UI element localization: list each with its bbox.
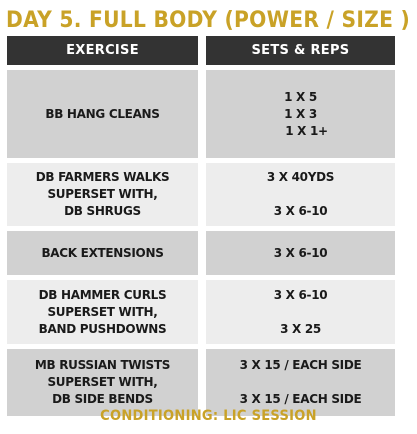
exercise-cell: BB HANG CLEANS — [7, 70, 198, 158]
sets-reps-value: 3 X 6-10 — [273, 287, 328, 302]
exercise-column-header: EXERCISE — [7, 36, 198, 65]
sets-reps-value: 3 X 40YDS — [266, 170, 335, 184]
exercise-name: DB FARMERS WALKS — [35, 170, 170, 184]
exercise-cell: DB FARMERS WALKS SUPERSET WITH, DB SHRUG… — [7, 163, 198, 226]
sets-reps-cell: 3 X 15 / EACH SIDE 3 X 15 / EACH SIDE — [206, 349, 395, 416]
sets-reps-spacer — [299, 304, 303, 321]
sets-reps-cell: 1 X 5 1 X 3 1 X 1+ — [206, 70, 395, 158]
sets-reps-value: 3 X 6-10 — [273, 204, 328, 218]
sets-reps-value: 3 X 15 / EACH SIDE — [239, 392, 362, 406]
table-header-row: EXERCISE SETS & REPS — [7, 36, 395, 65]
workout-table: EXERCISE SETS & REPS BB HANG CLEANS 1 X … — [7, 36, 395, 421]
exercise-cell: DB HAMMER CURLS SUPERSET WITH, BAND PUSH… — [7, 280, 198, 344]
table-row: DB FARMERS WALKS SUPERSET WITH, DB SHRUG… — [7, 163, 395, 226]
sets-reps-value: 3 X 15 / EACH SIDE — [239, 358, 362, 372]
sets-reps-column-header: SETS & REPS — [206, 36, 395, 65]
sets-reps-value: 1 X 1+ — [285, 123, 328, 138]
exercise-name: BAND PUSHDOWNS — [38, 321, 167, 336]
exercise-name: MB RUSSIAN TWISTS — [34, 358, 171, 372]
conditioning-footer: CONDITIONING: LIC SESSION — [100, 408, 317, 424]
superset-label: SUPERSET WITH, — [47, 187, 158, 201]
exercise-name: BACK EXTENSIONS — [41, 245, 164, 260]
exercise-name: DB SHRUGS — [64, 204, 141, 218]
sets-reps-spacer — [299, 186, 303, 203]
sets-reps-value: 1 X 3 — [284, 106, 317, 121]
sets-reps-value: 3 X 25 — [280, 321, 321, 336]
exercise-name: BB HANG CLEANS — [45, 106, 160, 121]
sets-reps-cell: 3 X 40YDS 3 X 6-10 — [206, 163, 395, 226]
sets-reps-cell: 3 X 6-10 — [206, 231, 395, 275]
table-row: MB RUSSIAN TWISTS SUPERSET WITH, DB SIDE… — [7, 349, 395, 416]
sets-reps-value: 1 X 5 — [284, 89, 317, 104]
exercise-name: DB HAMMER CURLS — [38, 287, 167, 302]
table-row: DB HAMMER CURLS SUPERSET WITH, BAND PUSH… — [7, 280, 395, 344]
superset-label: SUPERSET WITH, — [47, 304, 158, 319]
page-title: DAY 5. FULL BODY (POWER / SIZE ) / LIC — [6, 7, 417, 33]
table-row: BACK EXTENSIONS 3 X 6-10 — [7, 231, 395, 275]
sets-reps-spacer — [299, 374, 303, 391]
exercise-name: DB SIDE BENDS — [52, 392, 153, 406]
sets-reps-value: 3 X 6-10 — [273, 245, 328, 260]
sets-reps-cell: 3 X 6-10 3 X 25 — [206, 280, 395, 344]
exercise-cell: MB RUSSIAN TWISTS SUPERSET WITH, DB SIDE… — [7, 349, 198, 416]
superset-label: SUPERSET WITH, — [47, 375, 158, 389]
exercise-cell: BACK EXTENSIONS — [7, 231, 198, 275]
table-row: BB HANG CLEANS 1 X 5 1 X 3 1 X 1+ — [7, 70, 395, 158]
